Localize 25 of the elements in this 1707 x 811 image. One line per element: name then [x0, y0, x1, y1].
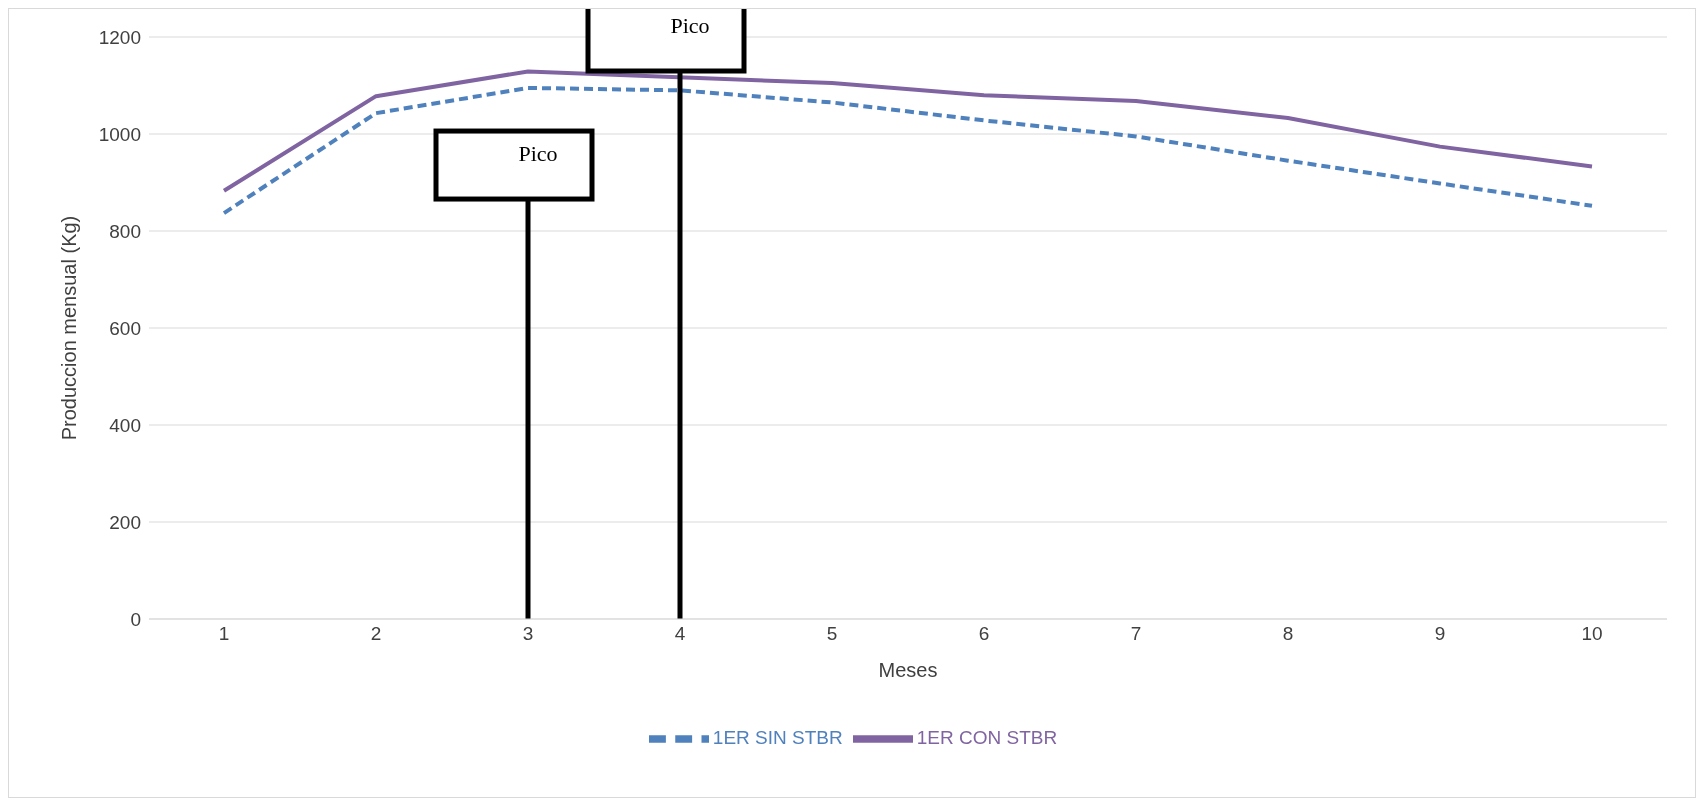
y-tick-label: 1000 — [98, 123, 141, 145]
y-tick-label: 800 — [109, 220, 141, 242]
x-axis-title: Meses — [878, 659, 938, 681]
x-tick-label: 7 — [1130, 623, 1142, 645]
x-tick-label: 8 — [1282, 623, 1294, 645]
x-tick-label: 2 — [370, 623, 382, 645]
x-tick-label: 5 — [826, 623, 838, 645]
ref-line-label: Pico — [518, 141, 558, 167]
x-tick-label: 6 — [978, 623, 990, 645]
line-series — [222, 69, 1594, 193]
line-series — [222, 85, 1594, 216]
legend-label: 1ER SIN STBR — [712, 727, 843, 749]
y-tick-label: 400 — [109, 414, 141, 436]
ref-line-label: Pico — [670, 13, 710, 38]
y-tick-label: 0 — [130, 608, 141, 630]
y-tick-label: 600 — [109, 317, 141, 339]
y-tick-label: 200 — [109, 511, 141, 533]
legend-label: 1ER CON STBR — [916, 727, 1058, 749]
x-tick-label: 10 — [1581, 623, 1603, 645]
x-tick-label: 4 — [674, 623, 686, 645]
x-tick-label: 3 — [522, 623, 534, 645]
x-tick-label: 9 — [1434, 623, 1446, 645]
y-axis-title: Produccion mensual (Kg) — [58, 215, 81, 441]
x-tick-label: 1 — [218, 623, 230, 645]
y-tick-label: 1200 — [98, 26, 141, 48]
